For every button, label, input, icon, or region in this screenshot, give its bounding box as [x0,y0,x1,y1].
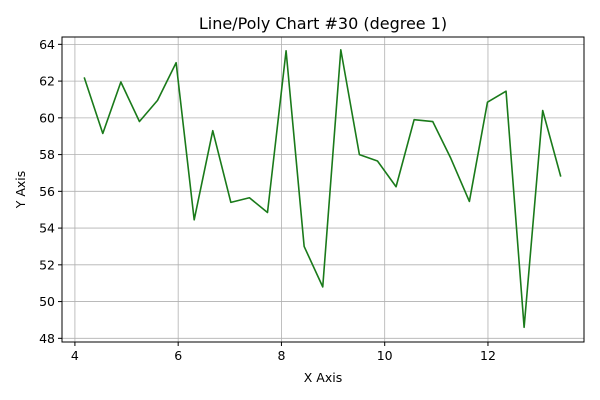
data-point [248,197,250,199]
y-tick-label: 54 [39,221,55,236]
plot-frame [61,36,585,343]
data-point [83,76,85,78]
data-point [175,62,177,64]
data-point [212,130,214,132]
data-point [303,245,305,247]
data-point [340,49,342,51]
data-point [376,160,378,162]
data-point [102,132,104,134]
data-point [285,50,287,52]
x-tick-label: 4 [71,348,79,363]
chart-title: Line/Poly Chart #30 (degree 1) [199,14,447,33]
y-tick-label: 58 [39,147,55,162]
series-line [83,49,562,329]
x-tick-label: 10 [377,348,393,363]
x-axis-label: X Axis [304,370,342,385]
y-tick-label: 60 [39,110,55,125]
data-point [450,157,452,159]
data-point [193,219,195,221]
y-tick-label: 56 [39,184,55,199]
x-tick-label: 6 [174,348,182,363]
y-tick-label: 48 [39,331,55,346]
x-tick-label: 8 [277,348,285,363]
data-point [560,175,562,177]
data-point [120,81,122,83]
data-point [358,153,360,155]
data-point [395,186,397,188]
y-tick-label: 64 [39,37,55,52]
y-tick-label: 50 [39,294,55,309]
data-point [413,118,415,120]
x-tick-label: 12 [480,348,496,363]
data-point [322,286,324,288]
data-point [266,211,268,213]
series-layer [83,49,562,329]
data-point [156,99,158,101]
y-tick-label: 52 [39,257,55,272]
tick-layer: 4 6 8 10 12 48 50 52 54 56 58 60 62 64 [39,37,496,363]
data-point [432,120,434,122]
grid [62,37,584,342]
data-point [138,120,140,122]
y-tick-label: 62 [39,74,55,89]
y-axis-label: Y Axis [13,171,28,210]
data-point [230,201,232,203]
data-point [541,109,543,111]
data-point [505,90,507,92]
data-point [486,101,488,103]
data-point [468,200,470,202]
data-point [523,326,525,328]
